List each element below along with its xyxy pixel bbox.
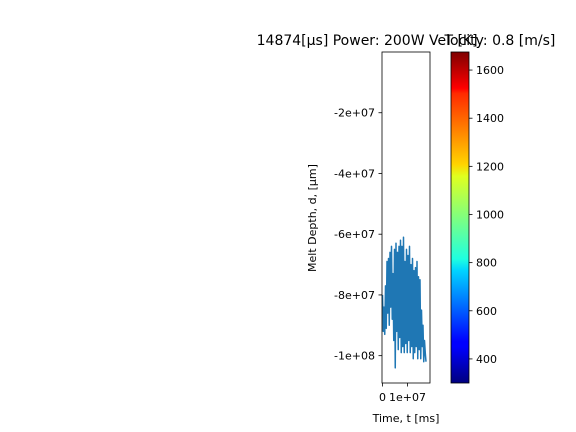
x-tick-label: 0	[379, 391, 386, 404]
chart-title: 14874[μs] Power: 200W Velocity: 0.8 [m/s…	[257, 33, 556, 49]
colorbar-title: T [K]	[443, 33, 477, 49]
x-axis-label: Time, t [ms]	[372, 412, 440, 425]
y-tick-label: -6e+07	[334, 228, 375, 241]
y-tick-label: -4e+07	[334, 167, 375, 180]
y-tick-label: -1e+08	[334, 350, 375, 363]
y-tick-label: -8e+07	[334, 289, 375, 302]
colorbar-tick-label: 1000	[476, 208, 504, 221]
melt-depth-plot: -2e+07 -4e+07 -6e+07 -8e+07 -1e+08 0 1e+07 Me…	[306, 51, 440, 425]
y-axis-label: Melt Depth, d, [μm]	[306, 164, 319, 272]
y-tick-label: -2e+07	[334, 107, 375, 120]
plot-frame	[381, 51, 431, 384]
colorbar-gradient	[450, 51, 470, 384]
x-tick-label: 1e+07	[389, 391, 426, 404]
colorbar-tick-label: 1600	[476, 64, 504, 77]
colorbar-tick-label: 400	[476, 353, 497, 366]
colorbar-tick-label: 800	[476, 257, 497, 270]
colorbar-ticks: 400 600 800 1000 1200 1400 1600	[469, 64, 504, 366]
y-axis-ticks: -2e+07 -4e+07 -6e+07 -8e+07 -1e+08	[334, 107, 382, 363]
x-axis-ticks: 0 1e+07	[379, 383, 426, 404]
melt-depth-series-line	[381, 236, 427, 369]
colorbar-tick-label: 1400	[476, 112, 504, 125]
colorbar-tick-label: 1200	[476, 160, 504, 173]
colorbar-tick-label: 600	[476, 305, 497, 318]
temperature-colorbar: 400 600 800 1000 1200 1400 1600	[450, 51, 504, 384]
